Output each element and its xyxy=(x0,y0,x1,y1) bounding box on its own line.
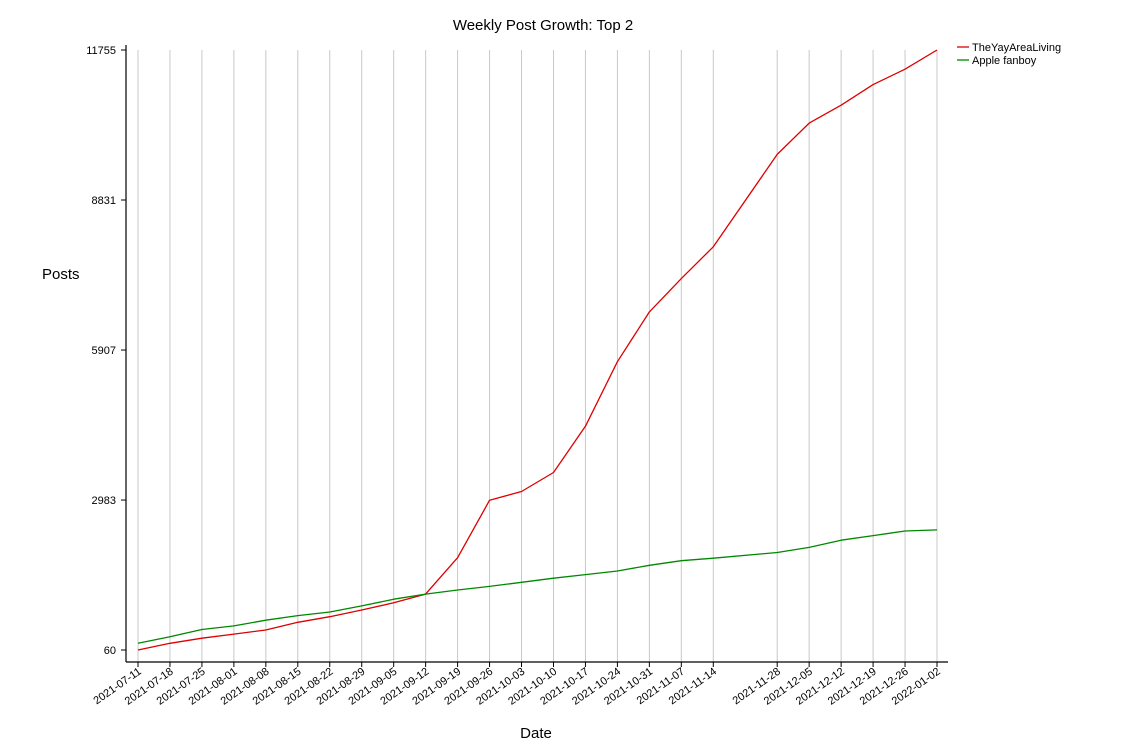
y-tick-label: 60 xyxy=(104,645,116,657)
grid xyxy=(137,50,938,662)
y-tick-label: 11755 xyxy=(86,45,116,57)
x-axis-title: Date xyxy=(520,725,552,742)
series-line-theyayarealiving xyxy=(137,49,938,651)
x-axis: 2021-07-112021-07-182021-07-252021-08-01… xyxy=(91,662,943,708)
y-axis: 60 2983 5907 8831 11755 xyxy=(86,45,126,657)
legend-label: TheYayAreaLiving xyxy=(972,42,1061,54)
chart-title: Weekly Post Growth: Top 2 xyxy=(453,17,633,34)
plot-area xyxy=(137,49,938,651)
y-tick-label: 5907 xyxy=(92,345,116,357)
y-axis-title: Posts xyxy=(42,266,80,283)
y-tick-label: 2983 xyxy=(92,495,116,507)
legend-label: Apple fanboy xyxy=(972,55,1037,67)
series-line-apple-fanboy xyxy=(137,529,938,644)
y-tick-label: 8831 xyxy=(92,195,116,207)
